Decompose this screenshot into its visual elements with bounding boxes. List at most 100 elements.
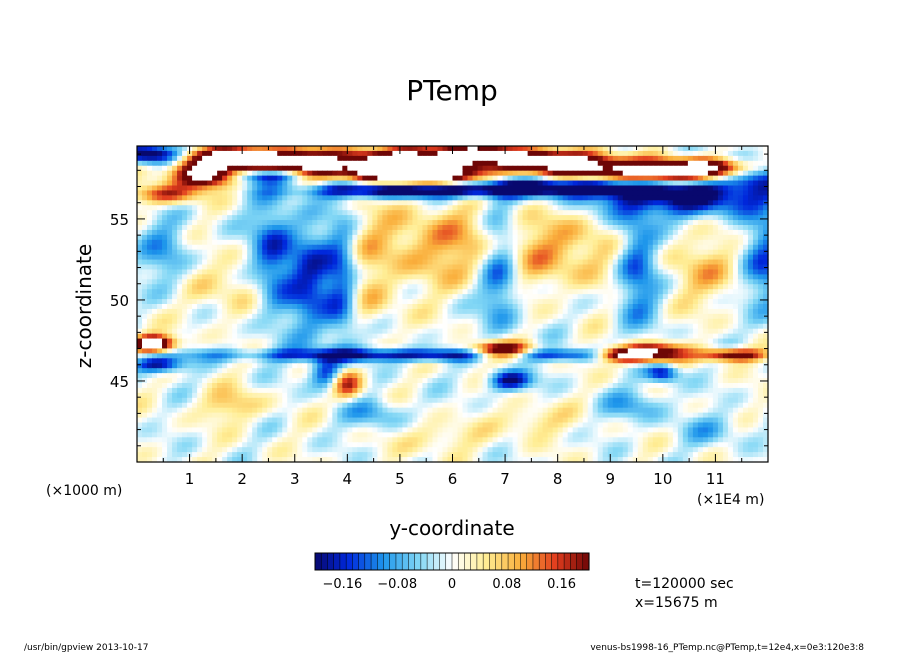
heatmap-cell [177, 200, 183, 206]
heatmap-cell [402, 308, 409, 315]
heatmap-cell [227, 220, 233, 226]
heatmap-cell [242, 185, 248, 192]
heatmap-cell [712, 175, 719, 182]
heatmap-cell [672, 234, 679, 241]
heatmap-cell [252, 274, 258, 280]
heatmap-cell [762, 155, 769, 162]
heatmap-cell [182, 200, 188, 206]
heatmap-cell [267, 274, 273, 280]
heatmap-cell [142, 304, 148, 310]
heatmap-cell [422, 269, 429, 275]
heatmap-cell [342, 254, 348, 261]
heatmap-cell [247, 225, 253, 231]
heatmap-cell [752, 239, 759, 246]
heatmap-cell [177, 220, 183, 226]
heatmap-cell [732, 279, 739, 285]
heatmap-cell [547, 146, 554, 152]
heatmap-cell [437, 215, 444, 221]
heatmap-cell [342, 175, 348, 182]
heatmap-cell [312, 239, 318, 246]
heatmap-cell [352, 160, 358, 167]
heatmap-cell [587, 274, 594, 280]
heatmap-cell [422, 200, 429, 206]
heatmap-cell [437, 284, 444, 290]
heatmap-cell [217, 155, 223, 162]
heatmap-cell [522, 338, 529, 345]
heatmap-cell [397, 318, 404, 325]
heatmap-cell [517, 180, 524, 187]
heatmap-cell [707, 215, 714, 221]
heatmap-cell [322, 180, 328, 187]
heatmap-cell [412, 180, 419, 187]
heatmap-cell [672, 304, 679, 310]
heatmap-cell [672, 229, 679, 236]
heatmap-cell [147, 333, 153, 340]
heatmap-cell [462, 215, 469, 221]
heatmap-cell [577, 215, 584, 221]
heatmap-cell [552, 160, 559, 167]
heatmap-cell [692, 146, 699, 152]
heatmap-cell [447, 146, 454, 152]
heatmap-cell [322, 210, 328, 216]
heatmap-cell [427, 215, 434, 221]
heatmap-cell [352, 165, 358, 172]
heatmap-cell [512, 338, 519, 345]
heatmap-cell [212, 308, 218, 315]
heatmap-cell [297, 146, 303, 152]
heatmap-cell [257, 170, 263, 177]
heatmap-cell [432, 284, 439, 290]
heatmap-cell [382, 274, 388, 280]
heatmap-cell [457, 170, 464, 177]
heatmap-cell [297, 170, 303, 177]
heatmap-cell [712, 254, 719, 261]
heatmap-cell [252, 318, 258, 325]
heatmap-cell [207, 279, 213, 285]
heatmap-cell [582, 229, 589, 236]
heatmap-cell [297, 175, 303, 182]
heatmap-cell [407, 229, 414, 236]
heatmap-cell [417, 180, 424, 187]
heatmap-cell [347, 244, 353, 251]
heatmap-cell [272, 284, 278, 290]
heatmap-cell [512, 264, 519, 271]
heatmap-cell [272, 210, 278, 216]
heatmap-cell [402, 269, 409, 275]
heatmap-cell [152, 215, 158, 221]
heatmap-cell [332, 210, 338, 216]
heatmap-cell [262, 195, 268, 201]
heatmap-cell [247, 190, 253, 196]
heatmap-cell [552, 220, 559, 226]
heatmap-cell [557, 279, 564, 285]
heatmap-cell [427, 244, 434, 251]
heatmap-cell [382, 175, 388, 182]
heatmap-cell [467, 294, 474, 300]
heatmap-cell [622, 239, 629, 246]
heatmap-cell [422, 294, 429, 300]
heatmap-cell [397, 274, 404, 280]
heatmap-cell [542, 284, 549, 290]
heatmap-cell [432, 244, 439, 251]
heatmap-cell [607, 308, 614, 315]
heatmap-cell [317, 308, 323, 315]
heatmap-cell [687, 313, 694, 320]
heatmap-cell [537, 338, 544, 345]
heatmap-cell [337, 175, 343, 182]
heatmap-cell [177, 146, 183, 152]
heatmap-cell [297, 150, 303, 157]
heatmap-cell [582, 284, 589, 290]
heatmap-cell [317, 190, 323, 196]
heatmap-cell [177, 205, 183, 211]
heatmap-cell [547, 170, 554, 177]
heatmap-cell [627, 294, 634, 300]
heatmap-cell [432, 308, 439, 315]
heatmap-cell [602, 328, 609, 335]
heatmap-cell [337, 210, 343, 216]
heatmap-cell [517, 249, 524, 256]
heatmap-cell [467, 284, 474, 290]
heatmap-cell [617, 239, 624, 246]
heatmap-cell [312, 155, 318, 162]
heatmap-cell [362, 225, 368, 231]
heatmap-cell [587, 269, 594, 275]
heatmap-cell [717, 239, 724, 246]
heatmap-cell [462, 229, 469, 236]
